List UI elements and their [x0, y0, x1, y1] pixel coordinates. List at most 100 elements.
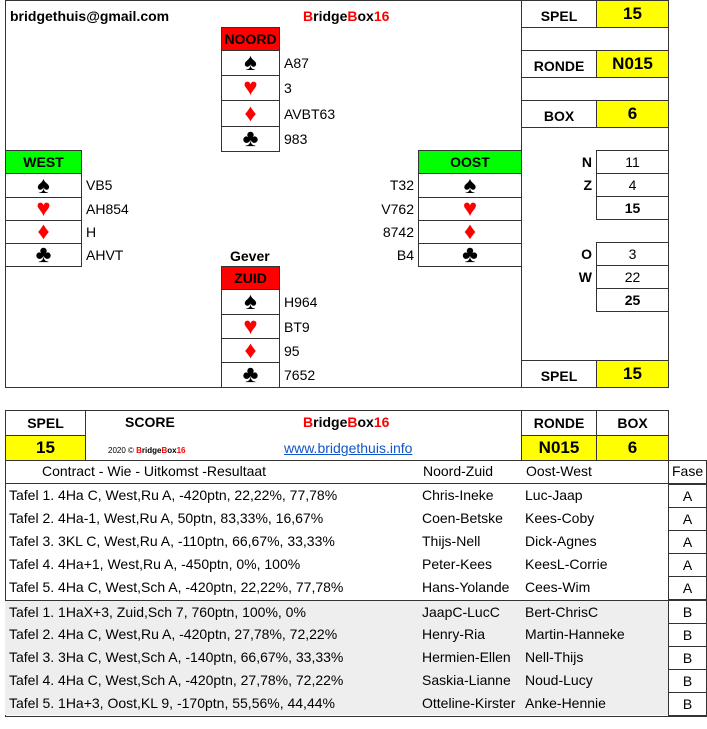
box-label: BOX: [521, 100, 597, 128]
club-icon: ♣: [221, 126, 280, 152]
ow-pair-cell: Noud-Lucy: [525, 672, 593, 688]
contract-cell: Tafel 2. 4Ha-1, West,Ru A, 50ptn, 83,33%…: [9, 510, 324, 526]
table-row: Tafel 4. 4Ha+1, West,Ru A, -450ptn, 0%, …: [5, 553, 668, 576]
contract-cell: Tafel 1. 1HaX+3, Zuid,Sch 7, 760ptn, 100…: [9, 604, 306, 620]
email: bridgethuis@gmail.com: [10, 8, 170, 24]
score-spel-label: SPEL: [5, 410, 86, 436]
fase-cell: B: [668, 623, 707, 647]
hcp-ow-total: 25: [596, 288, 669, 312]
east-hearts: V762: [381, 201, 414, 217]
copyright: 2020 © BridgeBox16: [108, 446, 186, 455]
nz-pair-cell: JaapC-LucC: [422, 604, 500, 620]
hcp-w: 22: [596, 265, 669, 289]
club-icon: ♣: [418, 243, 522, 267]
column-headers: Contract - Wie - Uitkomst -Resultaat Noo…: [5, 460, 707, 484]
box-value: 6: [596, 100, 669, 128]
score-logo: BridgeBox16: [303, 414, 390, 430]
logo: BridgeBox16: [303, 8, 390, 24]
contract-cell: Tafel 3. 3KL C, West,Ru A, -110ptn, 66,6…: [9, 533, 335, 549]
contract-cell: Tafel 3. 3Ha C, West,Sch A, -140ptn, 66,…: [9, 649, 344, 665]
hcp-n-label: N: [581, 153, 592, 170]
west-clubs: AHVT: [86, 247, 124, 263]
fase-cell: A: [668, 507, 707, 531]
east-spades: T32: [389, 177, 414, 193]
spacer: [521, 77, 669, 101]
ow-pair-cell: Bert-ChrisC: [525, 604, 599, 620]
south-label: ZUID: [221, 266, 280, 290]
ronde-label: RONDE: [521, 50, 597, 78]
hcp-n: 11: [596, 150, 669, 174]
contract-cell: Tafel 5. 4Ha C, West,Sch A, -420ptn, 22,…: [9, 579, 344, 595]
fase-cell: A: [668, 553, 707, 577]
fase-cell: B: [668, 600, 707, 624]
west-diamonds: H: [86, 224, 97, 240]
hcp-o-label: O: [581, 245, 592, 262]
ow-pair-cell: Martin-Hanneke: [525, 626, 625, 642]
col-ow: Oost-West: [526, 463, 592, 479]
ow-pair-cell: Kees-Coby: [525, 510, 595, 526]
east-label: OOST: [418, 150, 522, 174]
col-fase: Fase: [672, 463, 704, 479]
ow-pair-cell: Nell-Thijs: [525, 649, 584, 665]
table-row: Tafel 5. 1Ha+3, Oost,KL 9, -170ptn, 55,5…: [5, 692, 668, 715]
hcp-nz-total: 15: [596, 196, 669, 220]
fase-cell: A: [668, 530, 707, 554]
nz-pair-cell: Henry-Ria: [422, 626, 486, 642]
fase-cell: B: [668, 692, 707, 716]
nz-pair-cell: Otteline-Kirster: [422, 695, 516, 711]
hcp-z-label: Z: [583, 176, 592, 193]
nz-pair-cell: Thijs-Nell: [422, 533, 481, 549]
nz-pair-cell: Saskia-Lianne: [422, 672, 511, 688]
score-spel-value: 15: [5, 435, 86, 461]
ow-pair-cell: Luc-Jaap: [525, 487, 583, 503]
nz-pair-cell: Hans-Yolande: [422, 579, 510, 595]
north-spades: A87: [284, 55, 309, 71]
nz-pair-cell: Coen-Betske: [422, 510, 503, 526]
spade-icon: ♠: [221, 289, 280, 315]
ow-pair-cell: KeesL-Corrie: [525, 556, 608, 572]
ow-pair-cell: Anke-Hennie: [525, 695, 606, 711]
table-row: Tafel 3. 3KL C, West,Ru A, -110ptn, 66,6…: [5, 530, 668, 553]
north-label: NOORD: [221, 27, 280, 51]
dealer-label: Gever: [230, 248, 270, 264]
spel-label: SPEL: [521, 0, 597, 28]
spel-value-bottom: 15: [596, 360, 669, 388]
spel-label-bottom: SPEL: [521, 360, 597, 388]
west-hearts: AH854: [86, 201, 129, 217]
contract-cell: Tafel 5. 1Ha+3, Oost,KL 9, -170ptn, 55,5…: [9, 695, 335, 711]
table-row: Tafel 1. 1HaX+3, Zuid,Sch 7, 760ptn, 100…: [5, 600, 668, 624]
col-contract: Contract - Wie - Uitkomst -Resultaat: [42, 463, 267, 479]
diamond-icon: ♦: [221, 338, 280, 363]
fase-cell: A: [668, 576, 707, 600]
north-clubs: 983: [284, 131, 308, 147]
club-icon: ♣: [5, 243, 82, 267]
ow-pair-cell: Dick-Agnes: [525, 533, 597, 549]
score-ronde-label: RONDE: [521, 410, 597, 436]
heart-icon: ♥: [221, 314, 280, 339]
contract-cell: Tafel 4. 4Ha C, West,Sch A, -420ptn, 27,…: [9, 672, 344, 688]
diamond-icon: ♦: [221, 100, 280, 127]
table-row: Tafel 4. 4Ha C, West,Sch A, -420ptn, 27,…: [5, 669, 668, 692]
south-spades: H964: [284, 294, 318, 310]
ow-pair-cell: Cees-Wim: [525, 579, 591, 595]
score-box-label: BOX: [596, 410, 669, 436]
spacer: [521, 27, 669, 51]
table-row: Tafel 3. 3Ha C, West,Sch A, -140ptn, 66,…: [5, 646, 668, 669]
contract-cell: Tafel 1. 4Ha C, West,Ru A, -420ptn, 22,2…: [9, 487, 338, 503]
nz-pair-cell: Hermien-Ellen: [422, 649, 511, 665]
north-hearts: 3: [284, 80, 292, 96]
heart-icon: ♥: [221, 75, 280, 101]
spel-value: 15: [596, 0, 669, 28]
table-row: Tafel 2. 4Ha C, West,Ru A, -420ptn, 27,7…: [5, 623, 668, 646]
fase-cell: B: [668, 669, 707, 693]
fase-cell: A: [668, 484, 707, 508]
south-clubs: 7652: [284, 367, 316, 383]
south-diamonds: 95: [284, 342, 300, 359]
website-link[interactable]: www.bridgethuis.info: [284, 440, 413, 456]
table-row: Tafel 5. 4Ha C, West,Sch A, -420ptn, 22,…: [5, 576, 668, 599]
fase-cell: B: [668, 646, 707, 670]
east-clubs: B4: [396, 247, 414, 263]
nz-pair-cell: Chris-Ineke: [422, 487, 494, 503]
hcp-o: 3: [596, 242, 669, 266]
contract-cell: Tafel 4. 4Ha+1, West,Ru A, -450ptn, 0%, …: [9, 556, 301, 572]
